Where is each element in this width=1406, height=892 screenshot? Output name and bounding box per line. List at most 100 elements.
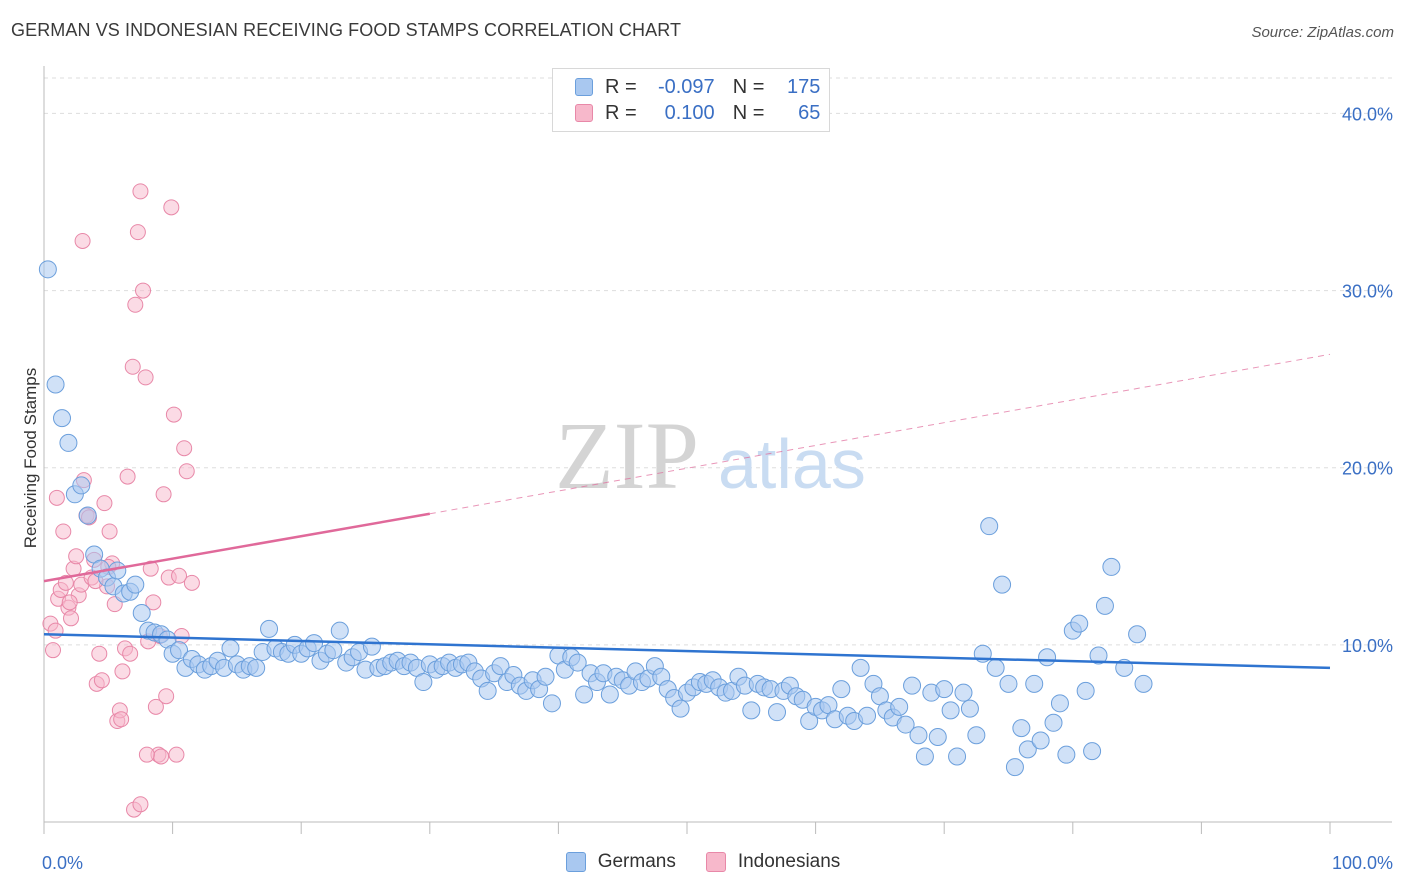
german-point <box>1050 694 1069 713</box>
germans-legend-swatch <box>565 852 586 872</box>
legend-row-indonesians: R = 0.100 N = 65 <box>575 100 820 126</box>
german-point <box>575 685 594 704</box>
indonesian-point <box>155 486 172 503</box>
german-point <box>78 506 97 525</box>
german-point <box>1031 731 1050 750</box>
german-point <box>46 375 65 394</box>
indonesian-point <box>176 440 193 457</box>
german-point <box>941 701 960 720</box>
chart-title: GERMAN VS INDONESIAN RECEIVING FOOD STAM… <box>11 20 682 40</box>
german-point <box>986 658 1005 677</box>
grid-lines <box>44 77 1392 646</box>
indonesian-point <box>48 489 65 506</box>
indonesian-point <box>91 645 108 662</box>
indonesian-point <box>96 495 113 512</box>
german-point <box>247 658 266 677</box>
german-trend-line <box>43 632 1331 670</box>
german-point <box>1025 674 1044 693</box>
german-point <box>1005 758 1024 777</box>
indonesian-point <box>171 567 188 584</box>
german-point <box>536 667 555 686</box>
german-point <box>858 706 877 725</box>
german-point <box>221 639 240 658</box>
german-point <box>1083 742 1102 761</box>
german-point <box>954 683 973 702</box>
german-point <box>890 697 909 716</box>
german-point <box>491 657 510 676</box>
german-point <box>671 699 690 718</box>
x-tick-label-max: 100.0% <box>1332 853 1393 873</box>
indonesian-point <box>153 748 170 765</box>
german-point <box>1070 614 1089 633</box>
indonesian-point <box>74 232 91 249</box>
german-point <box>1128 625 1147 644</box>
legend-r-label: R = <box>605 75 637 98</box>
german-point <box>38 260 57 279</box>
german-point <box>1038 648 1057 667</box>
indonesian-point <box>147 698 164 715</box>
y-tick-label: 10.0% <box>1342 636 1393 656</box>
german-point <box>903 676 922 695</box>
y-tick-label: 40.0% <box>1342 104 1393 124</box>
indonesian-point <box>124 358 141 375</box>
tick-labels: 10.0% 20.0% 30.0% 40.0% 0.0% 100.0% <box>42 104 1393 873</box>
german-point <box>324 641 343 660</box>
german-point <box>414 673 433 692</box>
german-point <box>568 653 587 672</box>
german-point <box>1044 713 1063 732</box>
german-point <box>260 619 279 638</box>
german-point <box>542 694 561 713</box>
indonesian-point <box>137 369 154 386</box>
legend-r-value: 0.100 <box>664 101 715 124</box>
indonesian-point <box>63 610 80 627</box>
watermark: ZIP atlas <box>555 402 866 509</box>
indonesian-point <box>101 523 118 540</box>
indonesian-point <box>163 199 180 216</box>
german-point <box>600 685 619 704</box>
german-point <box>1057 745 1076 764</box>
german-point <box>832 680 851 699</box>
trend-lines <box>43 353 1331 670</box>
indonesian-point <box>122 645 139 662</box>
legend-item-germans: Germans <box>565 851 676 873</box>
legend-r-value: -0.097 <box>657 75 715 98</box>
germans-swatch <box>575 78 593 96</box>
german-point <box>909 726 928 745</box>
german-point <box>967 726 986 745</box>
watermark-zip: ZIP <box>555 402 699 509</box>
indonesian-point <box>61 594 78 611</box>
indonesians-swatch <box>575 104 593 122</box>
x-tick-label-min: 0.0% <box>42 853 83 873</box>
german-point <box>1134 674 1153 693</box>
german-point <box>1012 719 1031 738</box>
indonesians-legend-label: Indonesians <box>737 851 841 872</box>
legend-n-value: 175 <box>787 75 821 98</box>
indonesian-point <box>55 523 72 540</box>
indonesian-point <box>145 594 162 611</box>
german-point <box>928 727 947 746</box>
german-point <box>362 637 381 656</box>
german-point <box>999 674 1018 693</box>
indonesian-point <box>132 183 149 200</box>
german-point <box>935 680 954 699</box>
source-label: Source: ZipAtlas.com <box>1251 24 1394 41</box>
legend-r-label: R = <box>605 101 637 124</box>
german-point <box>993 575 1012 594</box>
legend-item-indonesians: Indonesians <box>705 851 841 873</box>
german-point <box>948 747 967 766</box>
indonesian-point <box>47 622 64 639</box>
german-point <box>742 701 761 720</box>
indonesians-legend-swatch <box>705 852 726 872</box>
german-point <box>1102 557 1121 576</box>
indonesian-point <box>165 406 182 423</box>
indonesian-trend-extension <box>429 353 1331 515</box>
german-point <box>896 715 915 734</box>
series-legend: Germans Indonesians <box>0 851 1406 873</box>
german-point <box>126 575 145 594</box>
german-point <box>1089 646 1108 665</box>
correlation-legend: R = -0.097 N = 175 R = 0.100 N = 65 <box>552 68 830 132</box>
indonesian-point <box>135 282 152 299</box>
german-point <box>1076 681 1095 700</box>
indonesian-point <box>119 468 136 485</box>
